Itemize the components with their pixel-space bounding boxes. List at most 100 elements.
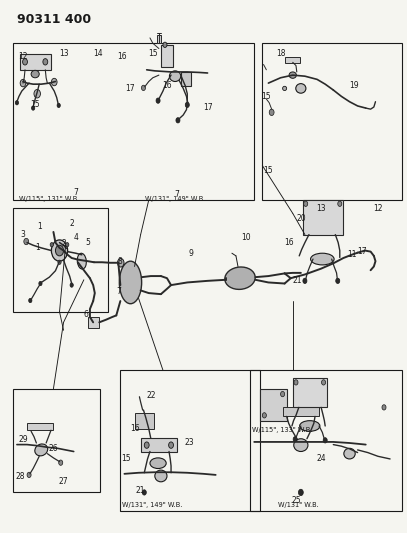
Text: 15: 15 [148, 50, 158, 58]
Circle shape [118, 259, 124, 267]
Text: W/131", 149" W.B.: W/131", 149" W.B. [144, 196, 205, 203]
Text: 2: 2 [61, 239, 66, 248]
Circle shape [66, 243, 69, 247]
Text: 28: 28 [15, 472, 25, 481]
Ellipse shape [300, 421, 320, 431]
Text: 15: 15 [31, 100, 40, 109]
Bar [282, 407, 319, 416]
Text: 26: 26 [48, 445, 58, 454]
Circle shape [28, 298, 32, 303]
Text: 1: 1 [35, 244, 39, 253]
Text: 15: 15 [264, 166, 273, 175]
Circle shape [338, 201, 342, 206]
Bar [136, 413, 153, 429]
Text: 12: 12 [18, 52, 28, 61]
Text: 19: 19 [349, 81, 359, 90]
Bar [303, 200, 344, 235]
Circle shape [163, 42, 167, 47]
Text: 17: 17 [357, 247, 366, 256]
Text: 18: 18 [276, 50, 285, 58]
Bar [161, 45, 173, 67]
Ellipse shape [282, 86, 287, 91]
Text: 23: 23 [184, 439, 194, 448]
Ellipse shape [311, 253, 334, 265]
Circle shape [51, 78, 57, 86]
Bar [250, 370, 402, 511]
Circle shape [156, 98, 160, 103]
Text: 15: 15 [262, 92, 271, 101]
Circle shape [269, 109, 274, 116]
Text: 25: 25 [292, 496, 302, 505]
Text: 20: 20 [296, 214, 306, 223]
Circle shape [176, 118, 180, 123]
Text: 17: 17 [203, 102, 212, 111]
Text: 21: 21 [292, 276, 302, 285]
Circle shape [323, 438, 327, 443]
Bar [181, 72, 191, 86]
Circle shape [15, 101, 19, 105]
Circle shape [27, 472, 31, 478]
Text: 7: 7 [175, 190, 179, 199]
Ellipse shape [150, 458, 166, 469]
Text: 3: 3 [21, 230, 26, 239]
Circle shape [23, 59, 27, 65]
Circle shape [142, 85, 145, 91]
Ellipse shape [225, 267, 255, 289]
Text: 15: 15 [121, 455, 130, 463]
Text: 5: 5 [85, 238, 90, 247]
Circle shape [31, 106, 35, 110]
Ellipse shape [35, 444, 48, 456]
Text: 16: 16 [118, 52, 127, 61]
Circle shape [55, 245, 63, 256]
Circle shape [382, 405, 386, 410]
Circle shape [58, 260, 61, 264]
Circle shape [20, 79, 26, 87]
Text: W/131" W.B.: W/131" W.B. [278, 502, 318, 508]
Text: 16: 16 [162, 81, 172, 90]
Circle shape [298, 489, 303, 496]
Circle shape [43, 59, 48, 65]
Text: 7: 7 [116, 287, 121, 296]
Circle shape [280, 391, 284, 397]
Bar [27, 423, 53, 430]
Circle shape [51, 240, 68, 261]
Text: 24: 24 [316, 455, 326, 463]
Text: 22: 22 [146, 391, 155, 400]
Text: W/131", 149" W.B.: W/131", 149" W.B. [123, 502, 183, 508]
Text: 1: 1 [37, 222, 42, 231]
Circle shape [34, 90, 40, 98]
Text: 29: 29 [18, 435, 28, 444]
Circle shape [142, 490, 146, 495]
Bar [13, 208, 108, 312]
Text: 7: 7 [73, 188, 78, 197]
Text: 27: 27 [59, 478, 68, 486]
Text: 17: 17 [126, 84, 135, 93]
Bar [157, 35, 161, 43]
Bar [20, 54, 50, 70]
Ellipse shape [155, 470, 167, 482]
Text: 14: 14 [93, 50, 103, 58]
Text: 4: 4 [73, 233, 78, 242]
Text: 10: 10 [241, 233, 251, 242]
Bar [263, 43, 402, 200]
Circle shape [322, 379, 326, 385]
Text: 16: 16 [284, 238, 293, 247]
Ellipse shape [294, 439, 308, 451]
Text: 6: 6 [83, 310, 88, 319]
Bar [88, 317, 99, 328]
Text: 11: 11 [347, 250, 356, 259]
Circle shape [70, 283, 73, 287]
Circle shape [24, 238, 28, 245]
Bar [13, 389, 100, 492]
Circle shape [304, 201, 308, 206]
Bar [141, 438, 177, 451]
Bar [120, 370, 260, 511]
Text: 13: 13 [316, 204, 326, 213]
Text: W/115", 131" W.B.: W/115", 131" W.B. [19, 196, 79, 203]
Circle shape [336, 278, 340, 284]
Circle shape [303, 278, 307, 284]
Circle shape [293, 437, 297, 442]
Text: 12: 12 [373, 204, 383, 213]
Circle shape [57, 103, 60, 108]
Bar [293, 378, 327, 407]
